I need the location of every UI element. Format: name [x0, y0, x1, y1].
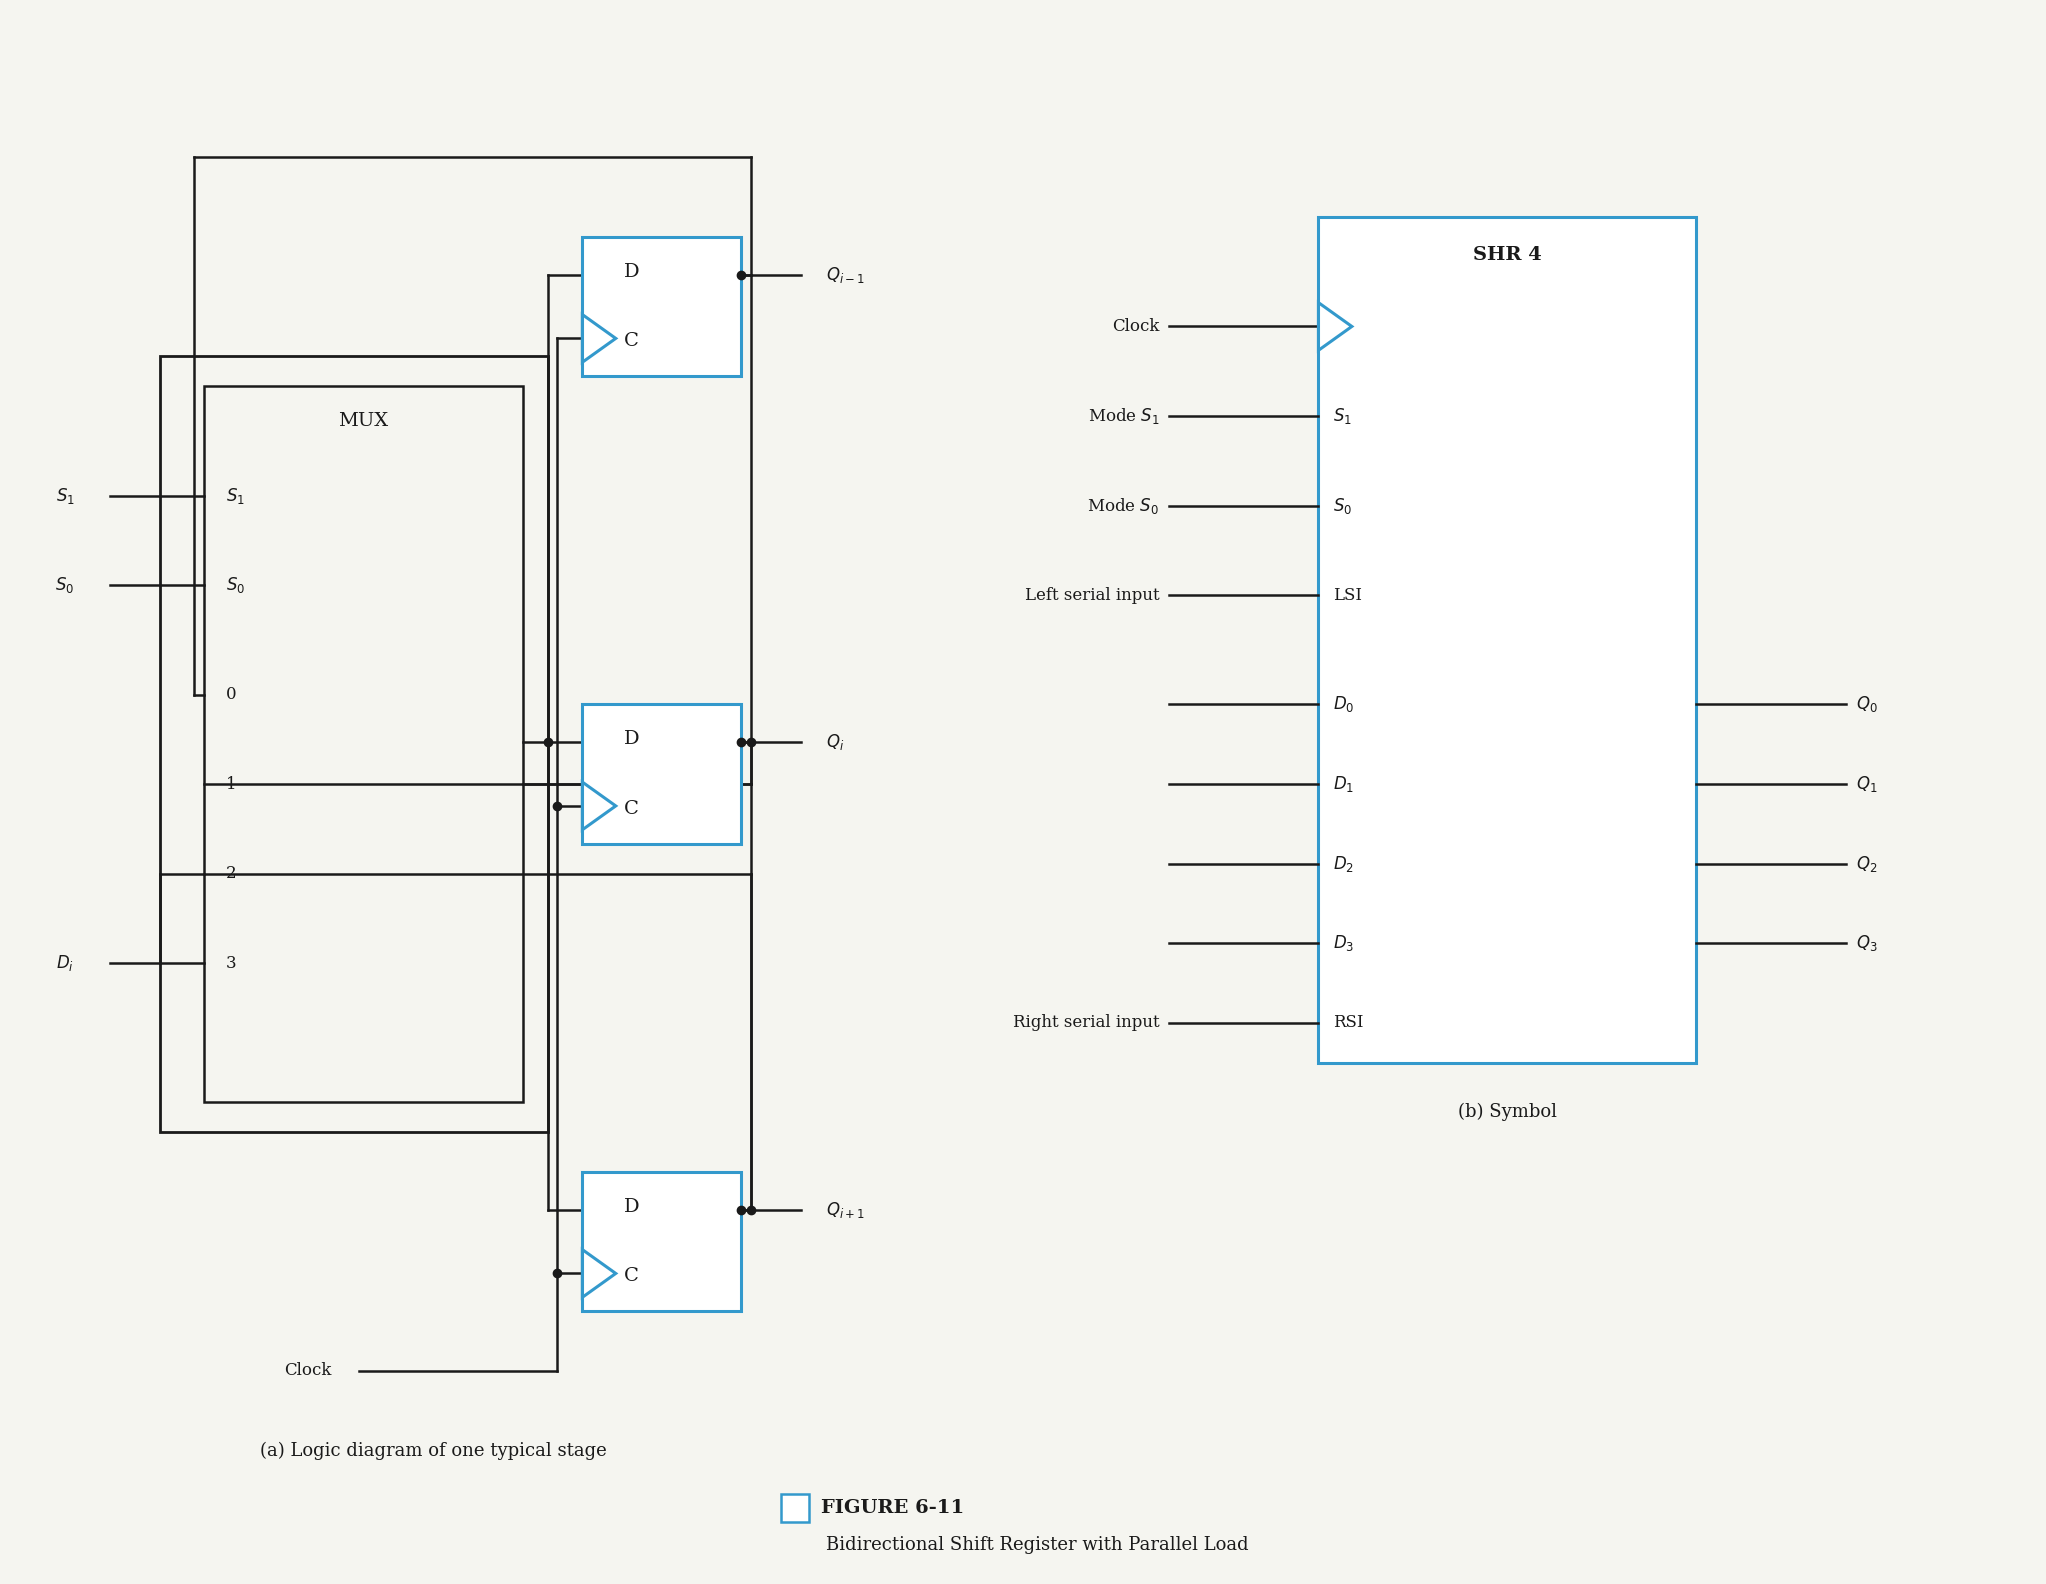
Text: $D_0$: $D_0$	[1334, 694, 1354, 714]
Bar	[1318, 217, 1696, 1063]
Text: $Q_0$: $Q_0$	[1856, 694, 1878, 714]
Text: $S_0$: $S_0$	[55, 575, 74, 596]
Text: Right serial input: Right serial input	[1013, 1014, 1160, 1031]
Text: $S_0$: $S_0$	[1334, 496, 1352, 515]
Text: FIGURE 6-11: FIGURE 6-11	[820, 1498, 964, 1517]
Text: 3: 3	[227, 955, 237, 971]
Text: Clock: Clock	[284, 1362, 331, 1380]
Text: Mode $S_1$: Mode $S_1$	[1088, 406, 1160, 426]
Text: $D_2$: $D_2$	[1334, 854, 1354, 874]
Text: $Q_{i-1}$: $Q_{i-1}$	[827, 265, 865, 285]
Text: $S_1$: $S_1$	[1334, 406, 1352, 426]
Bar	[583, 238, 741, 375]
Text: 1: 1	[227, 776, 237, 792]
Bar	[205, 386, 522, 1102]
Text: $D_3$: $D_3$	[1334, 933, 1354, 954]
Text: $Q_3$: $Q_3$	[1856, 933, 1876, 954]
Text: RSI: RSI	[1334, 1014, 1365, 1031]
Text: Clock: Clock	[1111, 318, 1160, 334]
Text: $D_i$: $D_i$	[55, 954, 74, 973]
Text: Left serial input: Left serial input	[1025, 586, 1160, 604]
Text: D: D	[624, 1198, 640, 1217]
Bar	[583, 705, 741, 844]
Text: 2: 2	[227, 865, 237, 882]
Text: C: C	[624, 333, 638, 350]
Text: C: C	[624, 1267, 638, 1286]
Text: $S_0$: $S_0$	[227, 575, 246, 596]
Text: Bidirectional Shift Register with Parallel Load: Bidirectional Shift Register with Parall…	[827, 1536, 1248, 1554]
Text: $Q_2$: $Q_2$	[1856, 854, 1876, 874]
Text: SHR 4: SHR 4	[1473, 246, 1543, 265]
Text: D: D	[624, 263, 640, 280]
Bar	[160, 356, 548, 1133]
Text: $Q_i$: $Q_i$	[827, 732, 845, 752]
Bar	[782, 1494, 808, 1522]
Text: 0: 0	[227, 686, 237, 703]
Text: $Q_1$: $Q_1$	[1856, 775, 1876, 794]
Text: LSI: LSI	[1334, 586, 1363, 604]
Text: $D_1$: $D_1$	[1334, 775, 1354, 794]
Text: (a) Logic diagram of one typical stage: (a) Logic diagram of one typical stage	[260, 1441, 606, 1459]
Text: $S_1$: $S_1$	[55, 486, 74, 505]
Text: MUX: MUX	[338, 412, 389, 429]
Text: D: D	[624, 730, 640, 748]
Text: $S_1$: $S_1$	[227, 486, 246, 505]
Text: Mode $S_0$: Mode $S_0$	[1086, 496, 1160, 515]
Text: C: C	[624, 800, 638, 817]
Bar	[583, 1172, 741, 1312]
Text: $Q_{i+1}$: $Q_{i+1}$	[827, 1199, 865, 1220]
Text: (b) Symbol: (b) Symbol	[1459, 1102, 1557, 1121]
